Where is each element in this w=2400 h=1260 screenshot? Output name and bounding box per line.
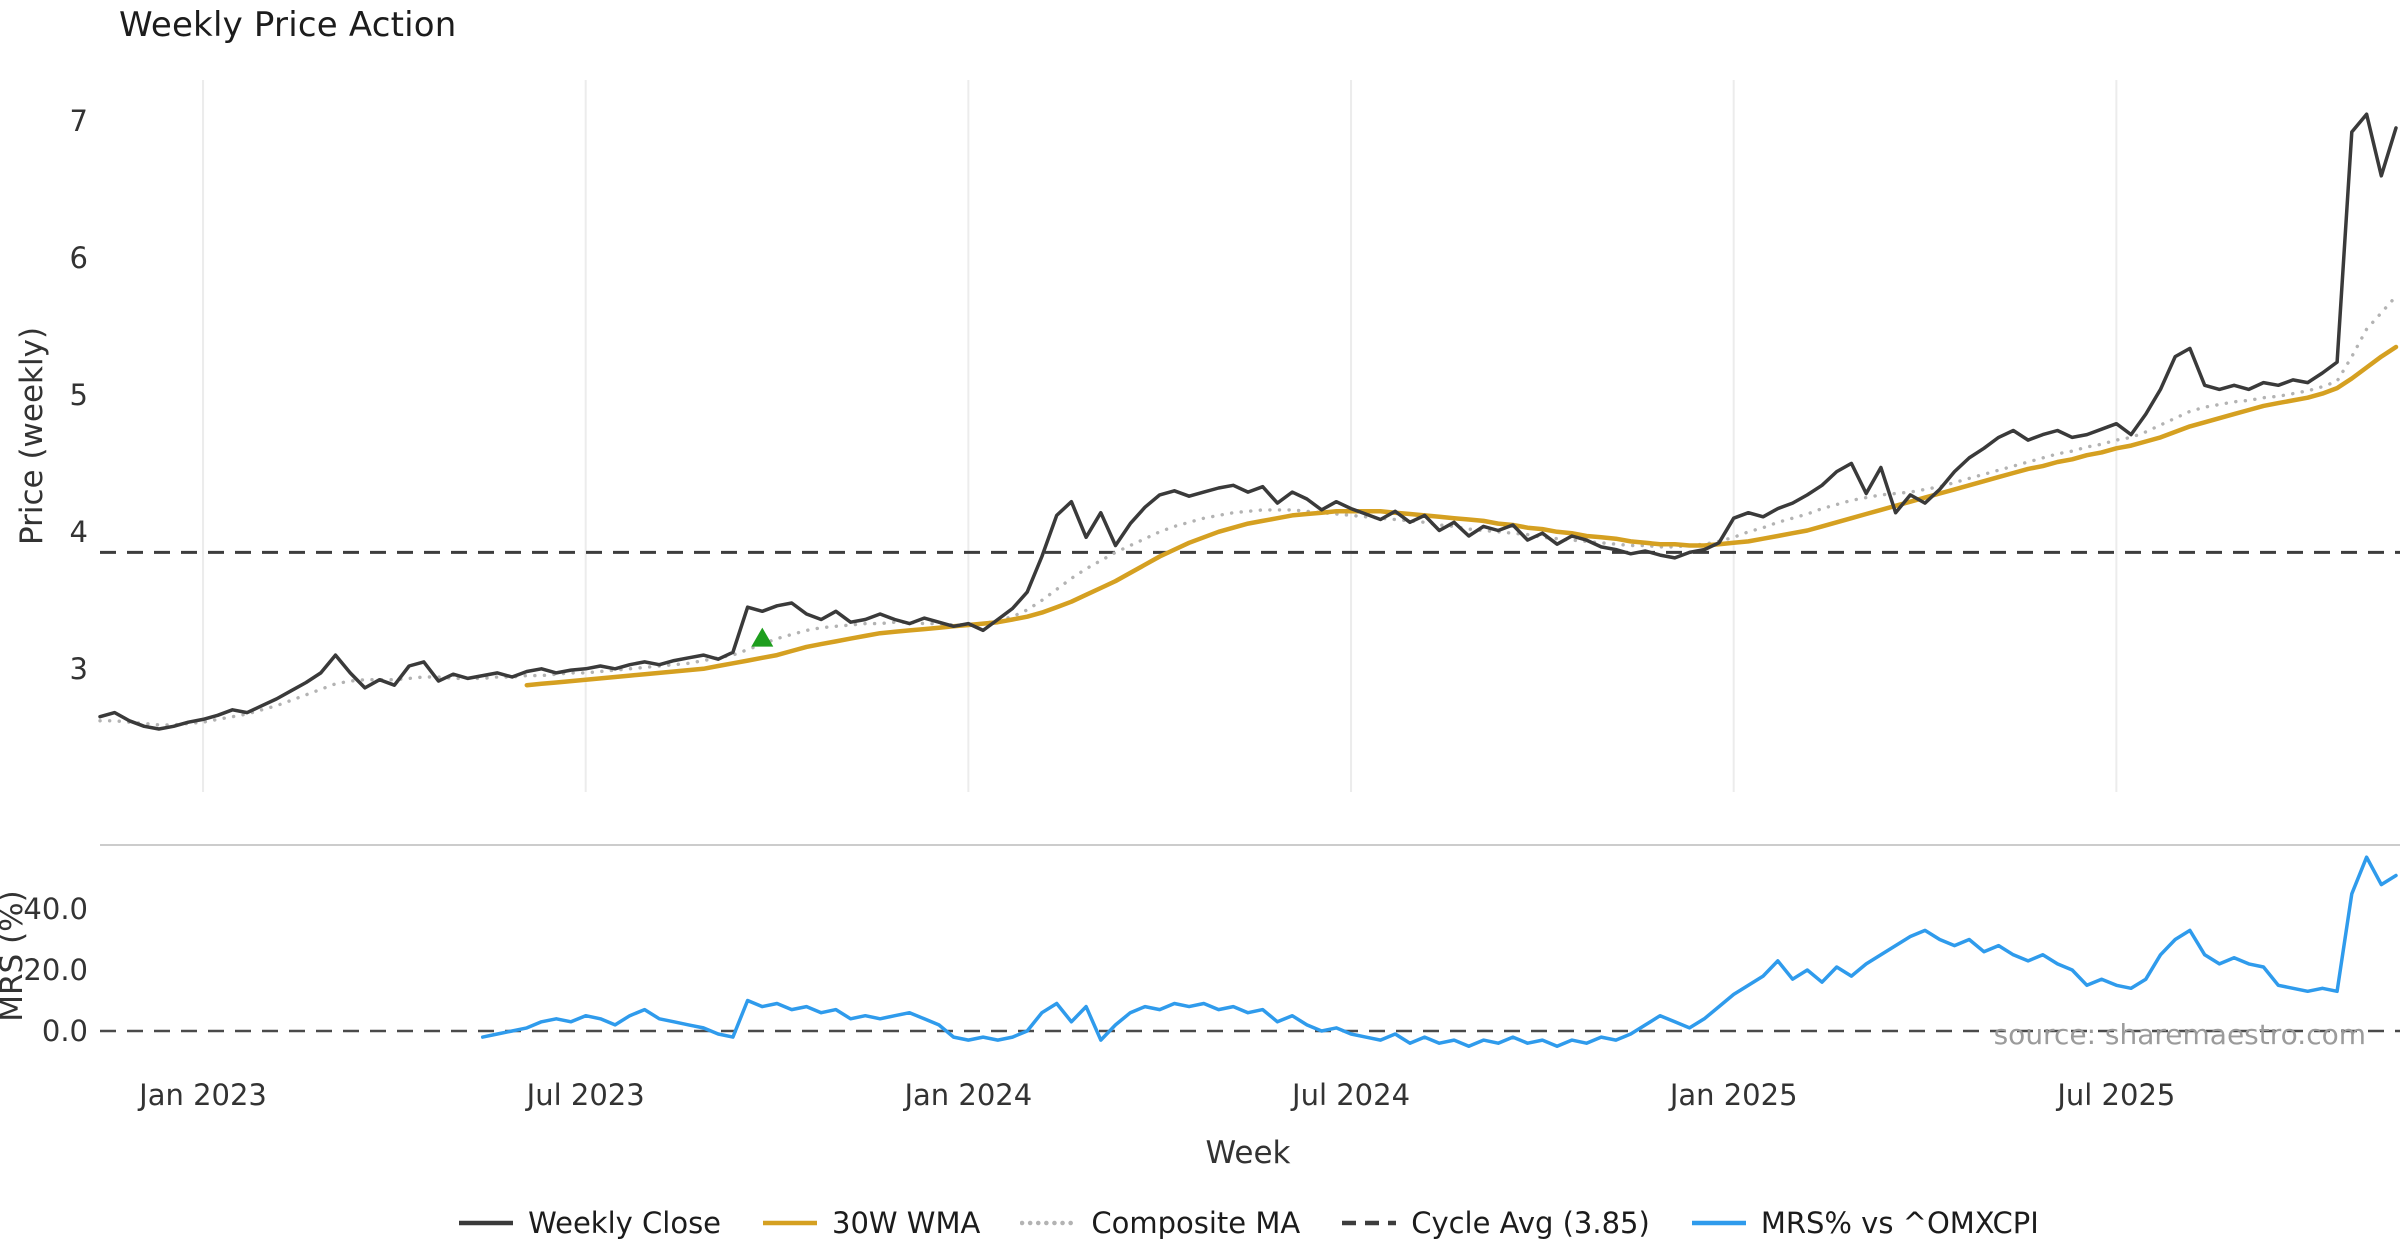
legend-label: MRS% vs ^OMXCPI — [1760, 1206, 2039, 1240]
xtick-label: Jul 2023 — [525, 1078, 645, 1112]
chart-legend: Weekly Close 30W WMA Composite MA Cycle Avg… — [457, 1206, 2039, 1240]
y-axis-label-price: Price (weekly) — [14, 327, 50, 545]
price-ytick-label: 6 — [70, 241, 88, 275]
legend-swatch-30w-wma — [763, 1220, 818, 1226]
series-30w-wma-line — [524, 344, 2399, 688]
series-mrs-vs-omxcpi-line — [480, 855, 2398, 1048]
price-ytick-label: 4 — [70, 515, 88, 549]
x-axis-label: Week — [1206, 1135, 1291, 1171]
legend-label: 30W WMA — [832, 1206, 981, 1240]
chart-title: Weekly Price Action — [119, 5, 457, 45]
xtick-label: Jan 2023 — [137, 1078, 267, 1112]
mrs-ytick-label: 0.0 — [42, 1014, 88, 1048]
legend-swatch-composite-ma — [1020, 1220, 1079, 1226]
price-ytick-label: 7 — [70, 104, 88, 138]
chart-legend-row: Weekly Close 30W WMA Composite MA Cycle Avg… — [100, 1206, 2396, 1240]
legend-swatch-weekly-close — [459, 1220, 514, 1226]
legend-item-composite-ma: Composite MA — [1020, 1206, 1300, 1240]
legend-label: Cycle Avg (3.85) — [1411, 1206, 1650, 1240]
xtick-label: Jan 2025 — [1668, 1078, 1798, 1112]
legend-label: Weekly Close — [528, 1206, 722, 1240]
price-ytick-label: 3 — [70, 652, 88, 686]
chart-plot-area: 3 4 5 6 7 0.0 20.0 40.0 Jan 2023 Jul 2023 Jan 2024… — [23, 80, 2400, 1112]
y-axis-label-mrs: MRS (%) — [0, 890, 30, 1021]
series-composite-ma-line — [98, 294, 2398, 727]
legend-label: Composite MA — [1091, 1206, 1301, 1240]
xtick-label: Jul 2024 — [1290, 1078, 1410, 1112]
source-credit: source: sharemaestro.com — [1994, 1018, 2366, 1051]
legend-item-mrs-vs-omxcpi: MRS% vs ^OMXCPI — [1690, 1206, 2039, 1240]
price-ytick-label: 5 — [70, 378, 88, 412]
xtick-label: Jan 2024 — [902, 1078, 1032, 1112]
buy-signal-marker — [751, 627, 774, 647]
legend-item-cycle-avg-3-85: Cycle Avg (3.85) — [1340, 1206, 1650, 1240]
legend-swatch-mrs-vs-omxcpi — [1691, 1220, 1746, 1226]
legend-swatch-cycle-avg-3-85 — [1342, 1220, 1397, 1226]
series-weekly-close-line — [98, 112, 2398, 731]
xtick-label: Jul 2025 — [2055, 1078, 2175, 1112]
mrs-ytick-label: 40.0 — [23, 892, 88, 926]
mrs-ytick-label: 20.0 — [23, 953, 88, 987]
legend-item-30w-wma: 30W WMA — [761, 1206, 980, 1240]
legend-item-weekly-close: Weekly Close — [457, 1206, 721, 1240]
